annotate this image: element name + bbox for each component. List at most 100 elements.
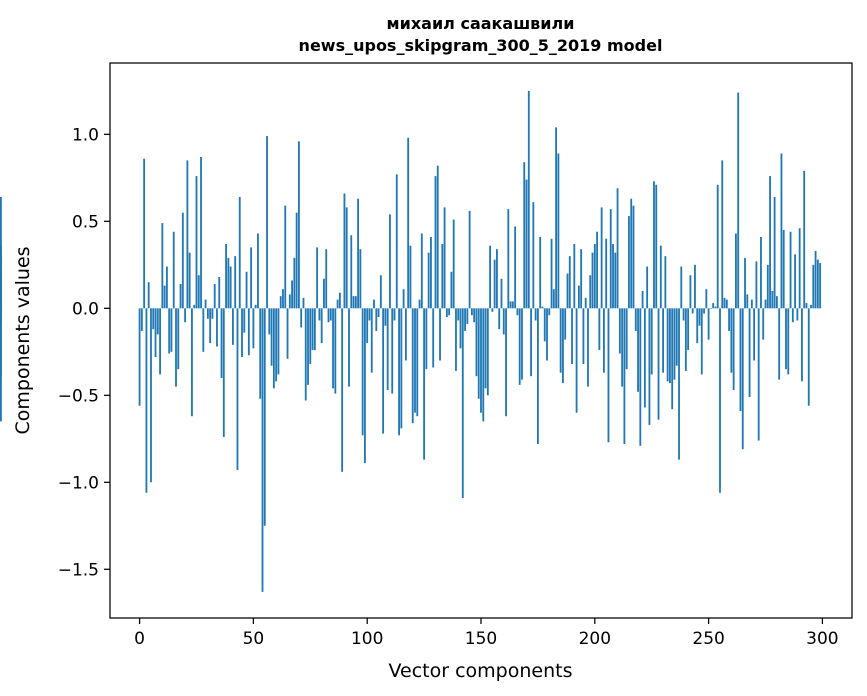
bar-163 [509, 301, 512, 309]
bar-211 [618, 308, 621, 354]
bar-65 [286, 308, 289, 359]
bar-219 [637, 308, 639, 392]
bar-136 [448, 308, 451, 316]
bar-80 [320, 308, 323, 344]
bar-114 [398, 308, 400, 436]
bar-91 [345, 207, 348, 309]
y-tick-label: −1.5 [58, 560, 99, 580]
bar-1 [140, 308, 143, 331]
bar-275 [764, 299, 767, 309]
bar-244 [694, 264, 696, 309]
bar-160 [502, 308, 505, 335]
bar-178 [543, 308, 546, 342]
bar-236 [675, 308, 678, 366]
bar-39 [227, 257, 230, 309]
bar-152 [484, 308, 487, 389]
bar-254 [716, 184, 719, 309]
bar-72 [302, 297, 305, 309]
bar-94 [352, 296, 355, 309]
bar-290 [798, 228, 801, 309]
bar-229 [659, 245, 662, 309]
bar-146 [470, 308, 473, 316]
bar-34 [216, 308, 218, 347]
bar-174 [534, 308, 537, 321]
bar-138 [452, 219, 455, 309]
bar-97 [359, 249, 362, 309]
bar-182 [552, 289, 555, 309]
bar-158 [498, 308, 501, 330]
bar-162 [507, 209, 510, 309]
bar-134 [443, 207, 446, 309]
bar-145 [468, 210, 471, 309]
bar-6 [152, 308, 155, 330]
bar-70 [298, 141, 300, 309]
bar-20 [184, 308, 187, 323]
bar-150 [480, 308, 482, 413]
bar-258 [725, 299, 728, 309]
bar-216 [630, 198, 633, 309]
bar-233 [669, 308, 671, 384]
bar-161 [505, 308, 507, 417]
bar-124 [420, 233, 423, 309]
bar-5 [150, 308, 152, 483]
bar-234 [671, 308, 674, 410]
bar-27 [200, 156, 202, 309]
bar-125 [423, 308, 426, 460]
bar-129 [432, 308, 435, 368]
bar-139 [455, 308, 457, 371]
bar-9 [159, 308, 161, 375]
bar-69 [295, 212, 298, 309]
bar-undefined [0, 196, 2, 309]
bar-250 [707, 308, 710, 340]
bar-157 [496, 249, 498, 309]
bar-130 [434, 176, 437, 309]
bar-197 [587, 308, 589, 387]
bar-128 [430, 236, 432, 309]
bar-73 [304, 308, 307, 401]
bar-81 [323, 278, 325, 309]
bar-74 [307, 308, 309, 385]
bar-44 [238, 196, 241, 309]
bar-295 [810, 304, 812, 309]
bar-series [0, 90, 822, 592]
bar-141 [459, 308, 462, 349]
bar-51 [254, 304, 257, 309]
bar-18 [179, 283, 182, 309]
bar-287 [791, 308, 794, 323]
bar-140 [457, 308, 460, 321]
bar-284 [785, 308, 787, 370]
bar-257 [723, 297, 726, 309]
bar-117 [404, 308, 407, 361]
bar-14 [170, 308, 173, 352]
bar-164 [511, 301, 514, 309]
bar-273 [760, 236, 762, 309]
bar-187 [564, 308, 567, 340]
bar-101 [368, 308, 371, 321]
bar-126 [425, 308, 428, 370]
bar-121 [414, 308, 416, 413]
bar-155 [491, 308, 494, 312]
bar-176 [539, 236, 542, 309]
bar-75 [309, 308, 312, 364]
bar-288 [794, 254, 797, 309]
bar-62 [279, 296, 282, 309]
bar-268 [748, 308, 751, 398]
bar-32 [211, 308, 214, 319]
bar-265 [741, 308, 744, 450]
bar-183 [555, 127, 558, 309]
bar-280 [775, 296, 778, 309]
bar-289 [796, 308, 799, 321]
bar-179 [546, 308, 548, 361]
x-axis-label: Vector components [389, 660, 573, 682]
bar-46 [243, 308, 246, 333]
y-tick-label: −0.5 [58, 386, 99, 406]
bar-57 [268, 308, 271, 335]
bar-71 [300, 308, 303, 328]
bar-149 [477, 308, 480, 399]
bar-242 [689, 275, 692, 309]
bar-217 [632, 205, 635, 309]
bar-253 [714, 306, 717, 309]
bar-37 [222, 308, 225, 438]
bar-297 [814, 250, 817, 309]
bar-78 [316, 247, 319, 309]
